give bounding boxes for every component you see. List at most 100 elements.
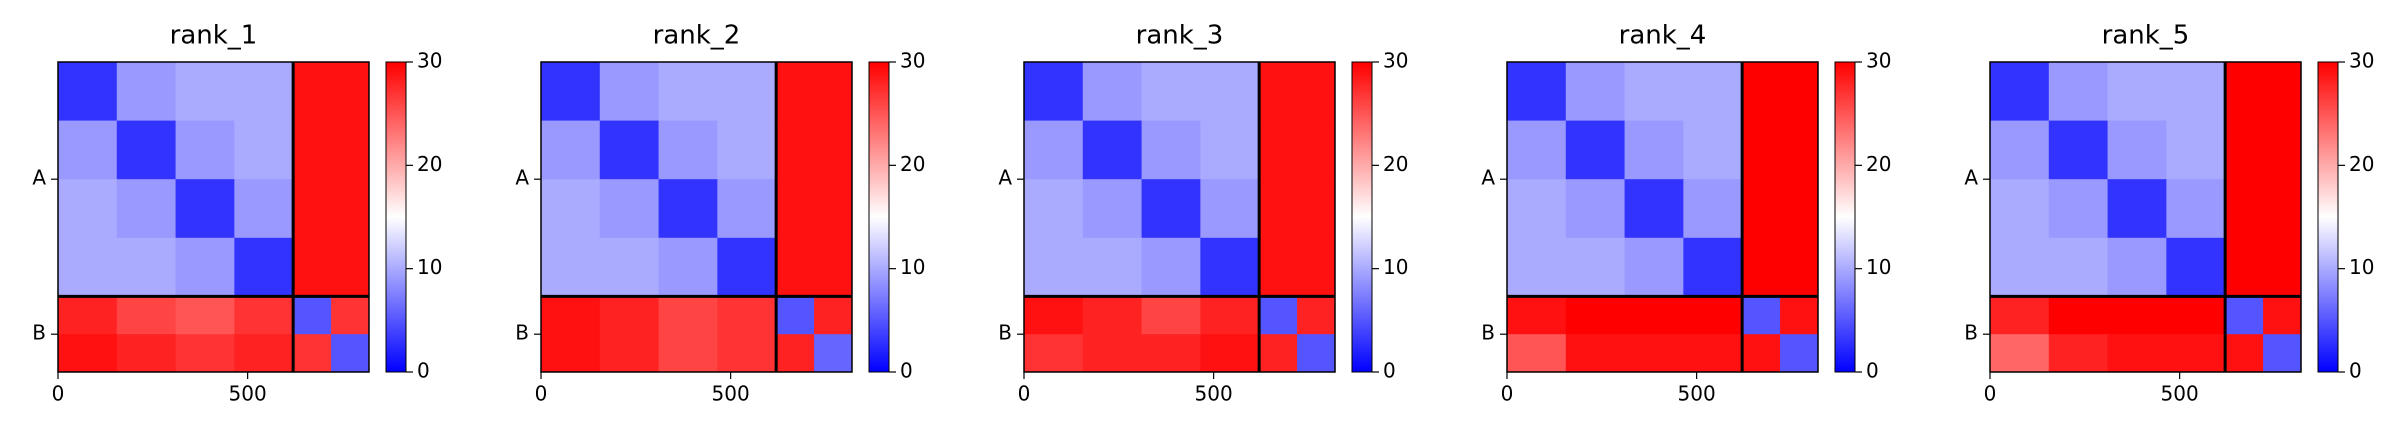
heatmap-cell <box>814 334 853 373</box>
heatmap-cell <box>58 296 118 335</box>
colorbar-tick-label: 10 <box>1383 255 1408 279</box>
heatmap-cell <box>1683 334 1743 373</box>
colorbar-tick-label: 10 <box>417 255 442 279</box>
colorbar-tick-label: 10 <box>1866 255 1891 279</box>
heatmap-cell <box>599 120 660 180</box>
heatmap-cell <box>599 179 660 239</box>
panel: rank_5 0 500 A B 0 10 20 30 <box>1964 21 2374 406</box>
heatmap-cell <box>1141 334 1201 373</box>
heatmap-cell <box>1507 334 1567 373</box>
heatmap-cell <box>1742 334 1781 373</box>
heatmap-cell <box>541 62 601 122</box>
heatmap-cell <box>58 179 118 239</box>
heatmap-cell <box>717 62 777 122</box>
heatmap-cell <box>1082 237 1143 297</box>
heatmap-cell <box>1624 237 1684 297</box>
heatmap-cell <box>2107 334 2167 373</box>
heatmap-cell <box>1024 296 1084 335</box>
heatmap-cell <box>1990 120 2050 180</box>
y-tick-label: A <box>515 166 529 190</box>
colorbar <box>1351 61 1373 373</box>
x-tick-label: 0 <box>1501 382 1514 406</box>
heatmap-cell <box>293 120 332 180</box>
heatmap-cell <box>2048 296 2109 335</box>
colorbar-tick-label: 20 <box>900 152 925 176</box>
heatmap-cell <box>2166 62 2226 122</box>
heatmap-cell <box>1082 296 1143 335</box>
colorbar-tick-label: 20 <box>1383 152 1408 176</box>
x-tick-label: 500 <box>1195 382 1233 406</box>
heatmap-cell <box>1141 62 1201 122</box>
x-tick-label: 500 <box>229 382 267 406</box>
heatmap-cell <box>1200 62 1260 122</box>
heatmap-cell <box>234 179 294 239</box>
heatmap-cell <box>658 62 718 122</box>
colorbar-tick-label: 20 <box>1866 152 1891 176</box>
heatmap-cell <box>175 179 235 239</box>
x-tick-label: 500 <box>1678 382 1716 406</box>
heatmap-cell <box>1024 334 1084 373</box>
x-tick-label: 500 <box>2161 382 2199 406</box>
heatmap-cell <box>717 296 777 335</box>
heatmap-cell <box>293 334 332 373</box>
heatmap-cell <box>1780 179 1819 239</box>
heatmap-cell <box>599 62 660 122</box>
heatmap-cell <box>776 334 815 373</box>
colorbar-tick-label: 0 <box>2349 359 2362 383</box>
heatmap-cell <box>234 120 294 180</box>
axes-frame <box>540 61 853 373</box>
heatmap-cell <box>2107 237 2167 297</box>
colorbar-tick-label: 0 <box>417 359 430 383</box>
y-tick-label: A <box>1964 166 1978 190</box>
heatmap-cell <box>331 237 370 297</box>
heatmap-cell <box>1507 120 1567 180</box>
y-tick-label: B <box>998 321 1012 345</box>
heatmap-cell <box>1780 334 1819 373</box>
heatmap-cell <box>116 296 177 335</box>
heatmap-cell <box>1624 334 1684 373</box>
heatmap-cell <box>814 237 853 297</box>
colorbar-tick-label: 20 <box>2349 152 2374 176</box>
heatmap-cell <box>175 334 235 373</box>
heatmap-cell <box>2107 62 2167 122</box>
heatmap-cell <box>814 296 853 335</box>
colorbar <box>868 61 890 373</box>
heatmap-cell <box>599 237 660 297</box>
colorbar <box>1834 61 1856 373</box>
x-tick-label: 0 <box>1984 382 1997 406</box>
heatmap-cell <box>2263 179 2302 239</box>
heatmap-cell <box>1683 120 1743 180</box>
heatmap-cell <box>293 179 332 239</box>
heatmap-cell <box>1259 296 1298 335</box>
heatmap-cell <box>1259 120 1298 180</box>
heatmap-cell <box>1565 237 1626 297</box>
heatmap-cell <box>293 296 332 335</box>
heatmap-cell <box>776 296 815 335</box>
heatmap-cell <box>814 62 853 122</box>
heatmap-cell <box>2225 179 2264 239</box>
heatmap-cell <box>1565 334 1626 373</box>
heatmap-cell <box>2225 62 2264 122</box>
colorbar-tick-label: 10 <box>900 255 925 279</box>
heatmap-cell <box>1297 120 1336 180</box>
heatmap-cell <box>776 179 815 239</box>
heatmap-cell <box>1082 120 1143 180</box>
heatmap-cell <box>1780 120 1819 180</box>
heatmap-cell <box>116 62 177 122</box>
heatmap-cell <box>814 179 853 239</box>
y-tick-label: B <box>1964 321 1978 345</box>
heatmap-cell <box>541 120 601 180</box>
y-tick-label: A <box>998 166 1012 190</box>
heatmap-cell <box>2166 179 2226 239</box>
heatmap-cell <box>1990 296 2050 335</box>
panel: rank_3 0 500 A B 0 10 20 30 <box>998 21 1408 406</box>
x-tick-label: 500 <box>712 382 750 406</box>
colorbar-tick-label: 30 <box>2349 49 2374 73</box>
heatmap-cell <box>2166 296 2226 335</box>
heatmap-cell <box>2263 334 2302 373</box>
heatmap-cell <box>1200 296 1260 335</box>
colorbar-tick-label: 30 <box>1383 49 1408 73</box>
panel: rank_4 0 500 A B 0 10 20 30 <box>1481 21 1891 406</box>
heatmap-cell <box>1780 62 1819 122</box>
